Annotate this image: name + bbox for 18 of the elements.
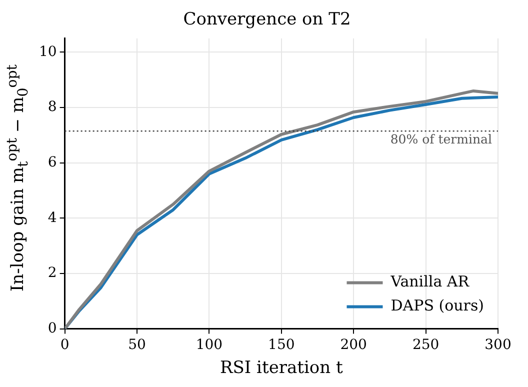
legend-label: Vanilla AR [390,272,470,291]
x-tick-label: 0 [60,336,70,353]
x-tick-label: 300 [484,336,512,353]
y-tick-label: 8 [48,99,57,116]
y-tick-label: 0 [48,320,57,336]
x-axis-title: RSI iteration t [220,358,343,378]
y-tick-label: 4 [48,210,57,226]
chart-title: Convergence on T2 [183,10,351,30]
x-tick-label: 200 [340,336,367,353]
x-tick-label: 50 [128,336,146,353]
y-tick-label: 10 [38,44,57,60]
x-tick-label: 150 [268,336,295,353]
x-tick-label: 250 [412,336,440,353]
legend-label: DAPS (ours) [390,296,484,315]
x-tick-label: 100 [196,336,223,353]
y-tick-label: 6 [48,154,57,170]
ref-line-label: 80% of terminal [390,132,492,147]
y-tick-label: 2 [48,265,57,282]
